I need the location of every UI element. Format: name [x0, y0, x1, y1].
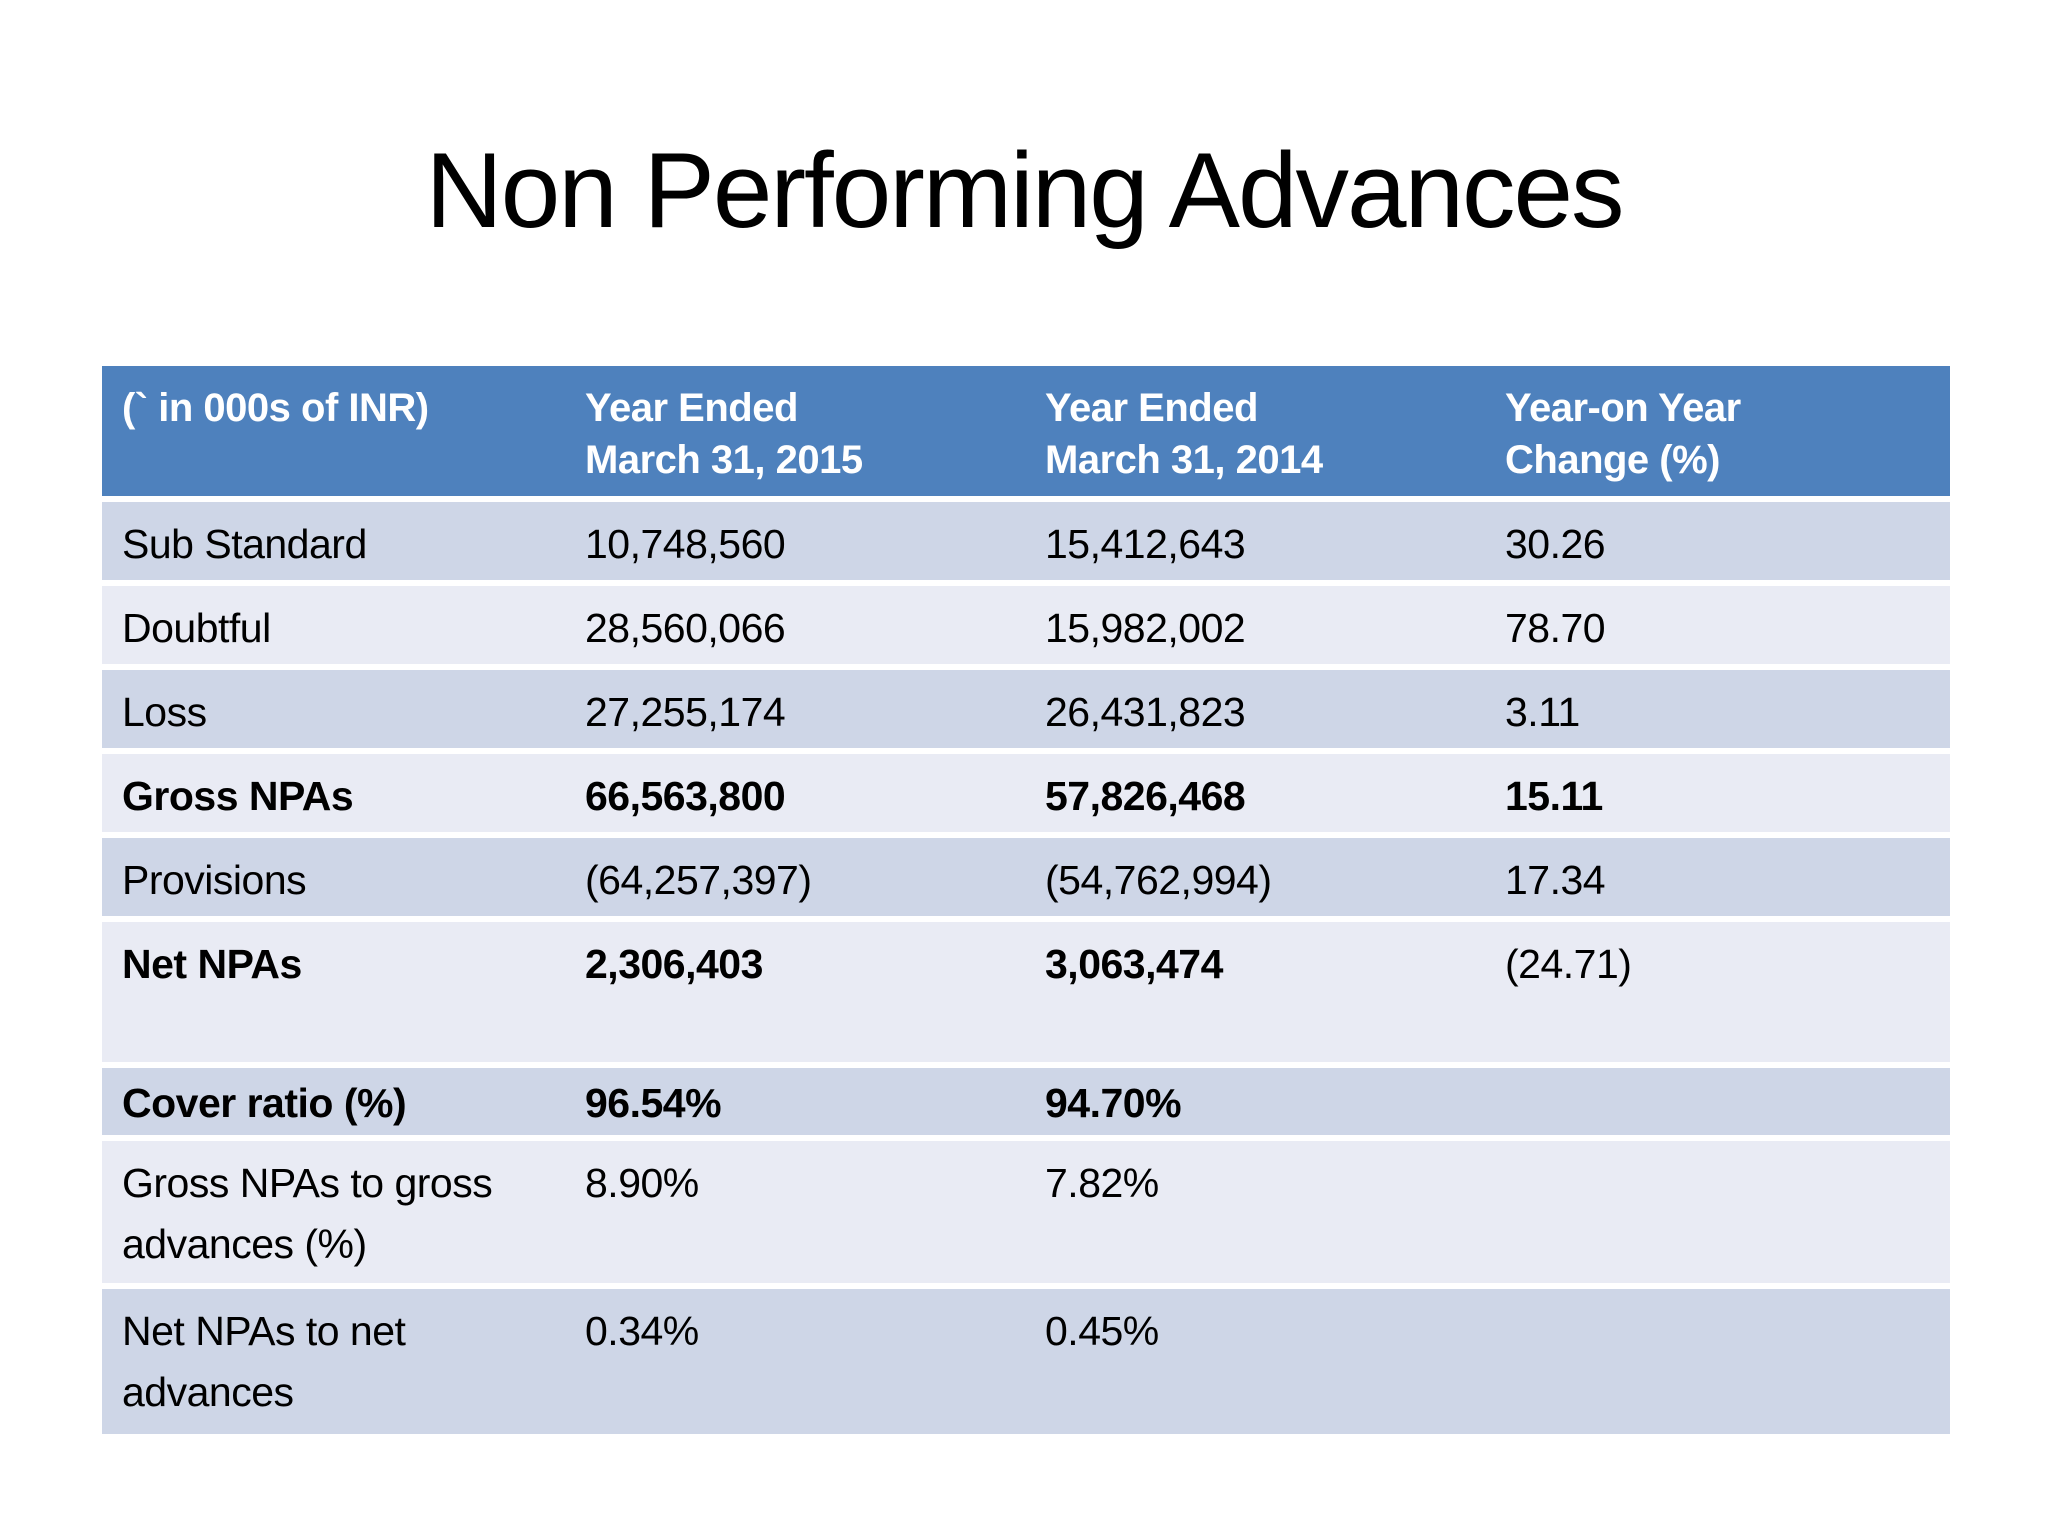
npa-table: (` in 000s of INR) Year Ended March 31, …	[102, 366, 1950, 1434]
cell-fy2015: 10,748,560	[565, 496, 1025, 583]
header-yoy-line1: Year-on Year	[1505, 386, 1741, 430]
cell-yoy: (24.71)	[1485, 916, 1950, 1065]
header-year-2014-line2: March 31, 2014	[1045, 438, 1323, 482]
table-row-sub-standard: Sub Standard 10,748,560 15,412,643 30.26	[102, 496, 1950, 583]
header-units-text: (` in 000s of INR)	[122, 386, 429, 430]
header-units: (` in 000s of INR)	[102, 366, 565, 499]
cell-fy2014: 3,063,474	[1025, 916, 1485, 1065]
header-year-2015-line1: Year Ended	[585, 386, 798, 430]
table-row-cover-ratio: Cover ratio (%) 96.54% 94.70%	[102, 1062, 1950, 1138]
cell-yoy: 17.34	[1485, 832, 1950, 919]
row-label: Gross NPAs to gross advances (%)	[102, 1134, 565, 1286]
cell-yoy: 3.11	[1485, 664, 1950, 751]
header-year-2015-line2: March 31, 2015	[585, 438, 863, 482]
cell-fy2015: 66,563,800	[565, 748, 1025, 835]
table-header-row: (` in 000s of INR) Year Ended March 31, …	[102, 366, 1950, 499]
cell-yoy	[1485, 1062, 1950, 1138]
cell-fy2015: 28,560,066	[565, 580, 1025, 667]
table-row-provisions: Provisions (64,257,397) (54,762,994) 17.…	[102, 832, 1950, 919]
cell-fy2014: 0.45%	[1025, 1282, 1485, 1434]
table-row-loss: Loss 27,255,174 26,431,823 3.11	[102, 664, 1950, 751]
cell-fy2014: 57,826,468	[1025, 748, 1485, 835]
cell-yoy	[1485, 1134, 1950, 1286]
row-label: Loss	[102, 664, 565, 751]
header-year-2014: Year Ended March 31, 2014	[1025, 366, 1485, 499]
row-label: Gross NPAs	[102, 748, 565, 835]
header-yoy-change: Year-on Year Change (%)	[1485, 366, 1950, 499]
cell-fy2014: (54,762,994)	[1025, 832, 1485, 919]
row-label: Doubtful	[102, 580, 565, 667]
cell-fy2014: 7.82%	[1025, 1134, 1485, 1286]
cell-fy2015: 8.90%	[565, 1134, 1025, 1286]
header-year-2014-line1: Year Ended	[1045, 386, 1258, 430]
table-row-gross-npas-to-gross-advances: Gross NPAs to gross advances (%) 8.90% 7…	[102, 1134, 1950, 1286]
cell-fy2014: 26,431,823	[1025, 664, 1485, 751]
cell-fy2015: 96.54%	[565, 1062, 1025, 1138]
row-label: Provisions	[102, 832, 565, 919]
cell-fy2014: 15,982,002	[1025, 580, 1485, 667]
table-row-doubtful: Doubtful 28,560,066 15,982,002 78.70	[102, 580, 1950, 667]
row-label: Sub Standard	[102, 496, 565, 583]
cell-yoy	[1485, 1282, 1950, 1434]
header-year-2015: Year Ended March 31, 2015	[565, 366, 1025, 499]
table-row-net-npas: Net NPAs 2,306,403 3,063,474 (24.71)	[102, 916, 1950, 1065]
table-row-gross-npas: Gross NPAs 66,563,800 57,826,468 15.11	[102, 748, 1950, 835]
cell-fy2014: 94.70%	[1025, 1062, 1485, 1138]
cell-fy2015: 2,306,403	[565, 916, 1025, 1065]
cell-fy2015: 27,255,174	[565, 664, 1025, 751]
slide-title: Non Performing Advances	[425, 130, 1624, 250]
cell-yoy: 30.26	[1485, 496, 1950, 583]
table-row-net-npas-to-net-advances: Net NPAs to net advances 0.34% 0.45%	[102, 1282, 1950, 1434]
cell-yoy: 15.11	[1485, 748, 1950, 835]
row-label: Net NPAs	[102, 916, 565, 1065]
cell-yoy: 78.70	[1485, 580, 1950, 667]
cell-fy2014: 15,412,643	[1025, 496, 1485, 583]
row-label: Net NPAs to net advances	[102, 1282, 565, 1434]
cell-fy2015: (64,257,397)	[565, 832, 1025, 919]
cell-fy2015: 0.34%	[565, 1282, 1025, 1434]
row-label: Cover ratio (%)	[102, 1062, 565, 1138]
header-yoy-line2: Change (%)	[1505, 438, 1721, 482]
